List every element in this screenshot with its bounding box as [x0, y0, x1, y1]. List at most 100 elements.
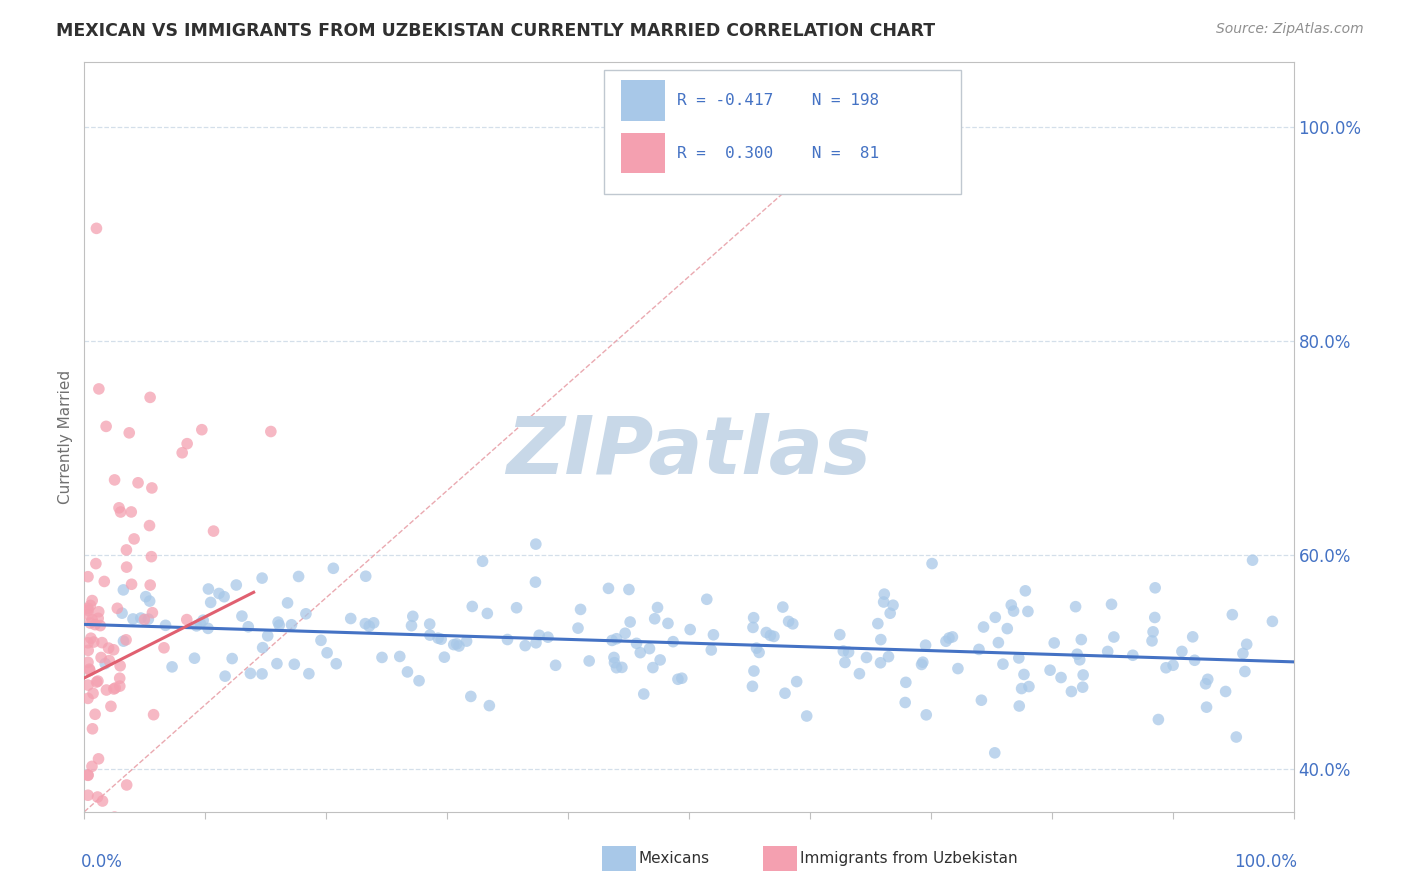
Point	[239, 666, 262, 681]
Point	[973, 620, 995, 634]
Point	[1194, 677, 1216, 691]
Point	[129, 611, 152, 625]
Point	[603, 650, 626, 665]
Point	[267, 615, 290, 629]
Point	[894, 675, 917, 690]
Point	[97, 641, 120, 656]
Point	[96, 683, 118, 698]
Point	[277, 596, 299, 610]
Point	[176, 436, 198, 450]
Point	[77, 789, 100, 803]
Point	[1215, 684, 1237, 698]
Text: 100.0%: 100.0%	[1234, 853, 1298, 871]
Point	[82, 686, 104, 700]
Point	[256, 629, 278, 643]
Point	[433, 650, 456, 665]
Point	[115, 560, 138, 574]
Point	[86, 675, 108, 690]
Point	[107, 837, 129, 851]
Point	[748, 645, 770, 659]
Point	[80, 759, 103, 773]
Point	[657, 616, 679, 631]
Point	[446, 637, 468, 651]
Point	[911, 655, 934, 669]
Point	[633, 687, 655, 701]
Point	[647, 600, 669, 615]
Point	[741, 679, 763, 693]
Point	[786, 674, 808, 689]
Point	[1225, 730, 1247, 744]
Point	[910, 657, 932, 672]
Point	[77, 603, 100, 617]
Point	[524, 636, 547, 650]
Point	[1070, 632, 1092, 647]
Y-axis label: Currently Married: Currently Married	[58, 370, 73, 504]
Point	[515, 639, 537, 653]
Point	[115, 543, 138, 558]
Point	[188, 616, 211, 631]
Point	[567, 621, 589, 635]
Point	[921, 557, 943, 571]
Point	[679, 623, 702, 637]
Point	[86, 221, 108, 235]
FancyBboxPatch shape	[605, 70, 962, 194]
Point	[772, 600, 794, 615]
Point	[87, 752, 110, 766]
Point	[894, 696, 917, 710]
Point	[135, 590, 157, 604]
Point	[221, 651, 243, 665]
Point	[537, 630, 560, 644]
Point	[935, 634, 957, 648]
Point	[641, 660, 664, 674]
Point	[208, 586, 231, 600]
Point	[93, 574, 115, 589]
Point	[529, 628, 551, 642]
Point	[742, 620, 765, 634]
Point	[995, 622, 1018, 636]
Point	[82, 593, 104, 607]
Point	[83, 635, 105, 649]
Text: 0.0%: 0.0%	[80, 853, 122, 871]
Point	[578, 654, 600, 668]
Point	[197, 621, 219, 635]
Point	[1181, 630, 1204, 644]
Point	[603, 656, 626, 670]
Point	[79, 662, 101, 676]
Point	[1011, 681, 1033, 696]
Point	[696, 592, 718, 607]
Point	[970, 693, 993, 707]
Point	[183, 651, 205, 665]
Point	[759, 628, 782, 642]
Point	[569, 602, 592, 616]
Point	[832, 644, 855, 658]
Point	[250, 666, 273, 681]
Point	[87, 382, 110, 396]
Point	[283, 657, 305, 672]
Point	[866, 616, 889, 631]
Point	[231, 609, 253, 624]
Point	[644, 612, 666, 626]
Point	[855, 650, 877, 665]
Point	[77, 601, 100, 615]
Point	[104, 681, 127, 695]
Point	[882, 598, 904, 612]
Point	[138, 594, 160, 608]
Point	[77, 768, 100, 782]
Point	[617, 582, 640, 597]
Point	[108, 679, 131, 693]
Point	[371, 650, 394, 665]
Point	[139, 390, 162, 404]
Point	[1101, 597, 1123, 611]
Point	[298, 666, 321, 681]
Point	[430, 632, 453, 647]
Point	[104, 810, 127, 824]
Point	[796, 709, 818, 723]
Point	[172, 446, 194, 460]
Point	[84, 707, 107, 722]
Point	[638, 641, 661, 656]
Point	[287, 569, 309, 583]
Point	[339, 611, 361, 625]
Point	[1161, 658, 1184, 673]
Point	[702, 628, 724, 642]
Point	[1066, 647, 1088, 661]
